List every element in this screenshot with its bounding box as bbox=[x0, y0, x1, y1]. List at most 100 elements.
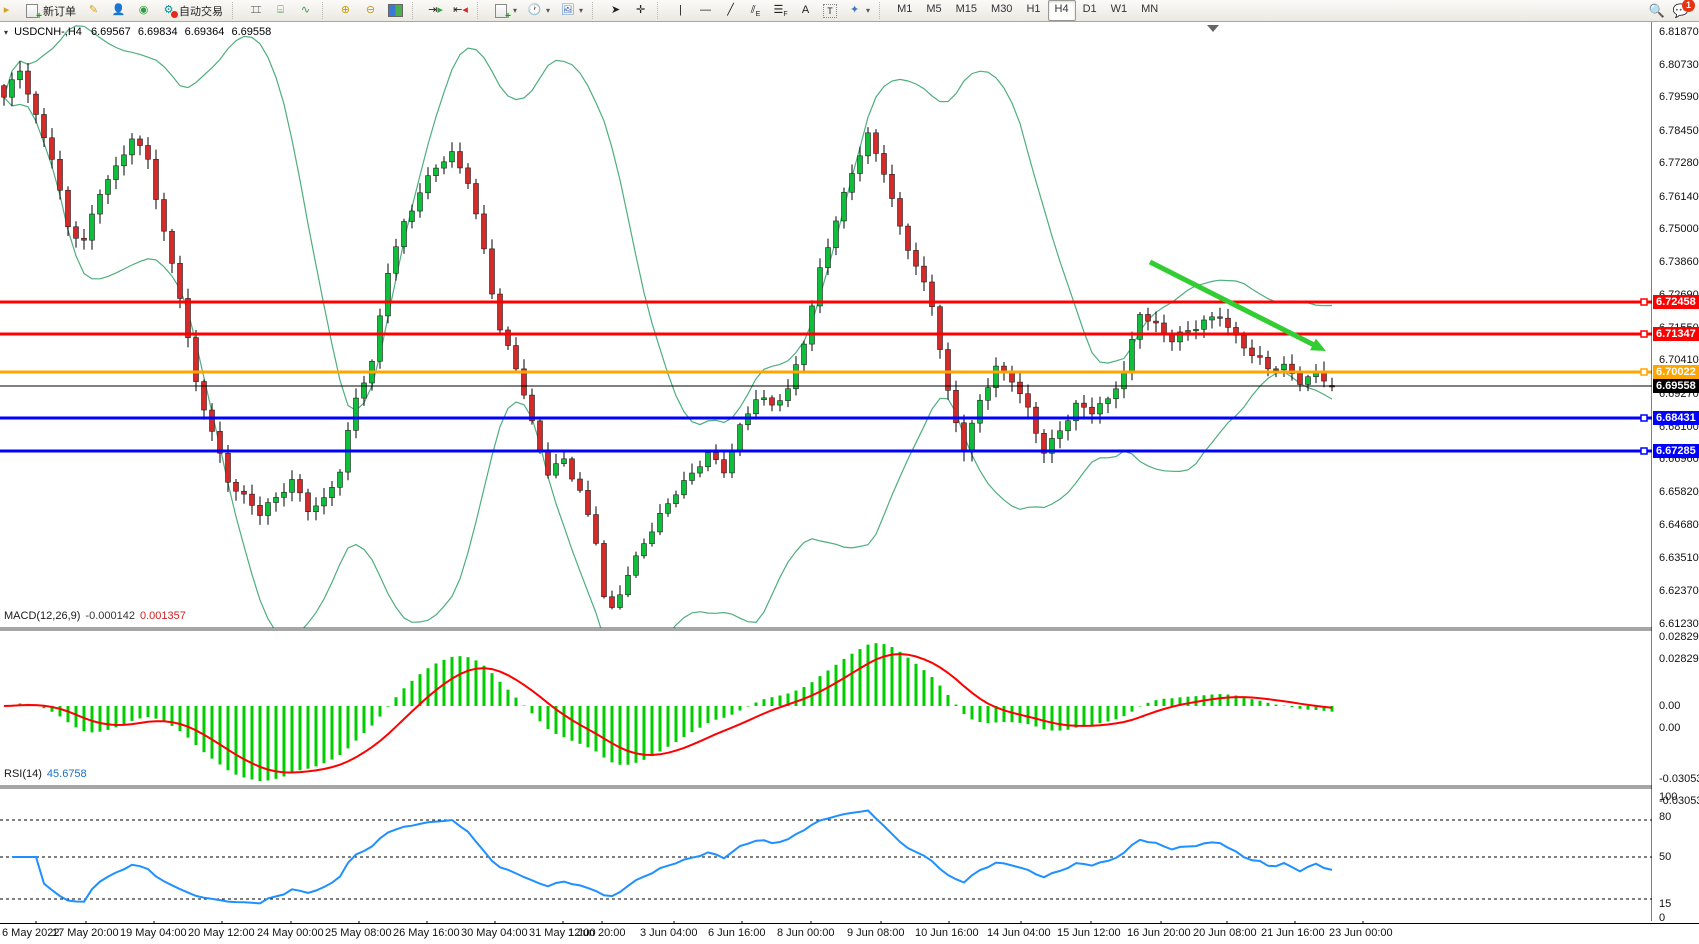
time-axis[interactable]: 6 May 2022 17 May 20:00 19 May 04:00 20 May… bbox=[0, 923, 1699, 944]
template-icon: 🖼 bbox=[560, 4, 575, 16]
zoom-out-button[interactable]: ⊖ bbox=[358, 1, 383, 21]
ohlc-low: 6.69364 bbox=[184, 26, 225, 38]
price-chart-canvas[interactable] bbox=[0, 22, 1699, 943]
timeframe-button-h4[interactable]: H4 bbox=[1047, 0, 1076, 21]
auto-scroll-icon: ⇥▸ bbox=[428, 4, 443, 16]
price-axis-label: 6.62370 bbox=[1659, 585, 1699, 597]
zoom-in-button[interactable]: ⊕ bbox=[333, 1, 358, 21]
text-label-icon: T bbox=[823, 3, 838, 18]
price-tag: 6.70022 bbox=[1653, 365, 1699, 379]
price-axis-label: 6.81870 bbox=[1659, 26, 1699, 38]
toolbar-separator bbox=[322, 2, 328, 19]
chart-shift-button[interactable]: ⇤◂ bbox=[448, 1, 473, 21]
chart-collapse-icon[interactable]: ▾ bbox=[4, 28, 9, 37]
price-axis[interactable]: 6.81870 6.80730 6.79590 6.78450 6.77280 6.761… bbox=[1652, 22, 1699, 924]
time-axis-label: 9 Jun 08:00 bbox=[847, 927, 905, 939]
macd-name: MACD(12,26,9) bbox=[4, 610, 81, 622]
timeframe-button-h1[interactable]: H1 bbox=[1026, 3, 1041, 15]
horizontal-line-button[interactable]: — bbox=[693, 1, 718, 21]
crosshair-button[interactable]: ✛ bbox=[628, 1, 653, 21]
tile-windows-button[interactable] bbox=[383, 1, 408, 21]
timeframe-button-m1[interactable]: M1 bbox=[897, 3, 913, 15]
price-axis-label: -0.030537 bbox=[1659, 795, 1699, 807]
time-axis-label: 21 Jun 16:00 bbox=[1261, 927, 1325, 939]
new-order-icon bbox=[26, 3, 42, 22]
chart-edge-button[interactable]: ▸ bbox=[2, 1, 19, 21]
auto-scroll-button[interactable]: ⇥▸ bbox=[423, 1, 448, 21]
fibonacci-button[interactable]: ☰F bbox=[768, 1, 793, 21]
bar-chart-button[interactable]: ⌶⌶ bbox=[243, 1, 268, 21]
candlestick-button[interactable]: ⌸ bbox=[268, 1, 293, 21]
time-axis-label: 6 May 2022 bbox=[2, 927, 60, 939]
price-axis-label: 6.63510 bbox=[1659, 552, 1699, 564]
timeframe-button-mn[interactable]: MN bbox=[1141, 3, 1159, 15]
globe-icon: ◉ bbox=[138, 4, 149, 16]
toolbar: ▸ 新订单 ✎ 👤 ◉ ⚙ 自动交易 ⌶⌶ ⌸ ∿ ⊕ ⊖ ⇥▸ bbox=[0, 0, 1699, 22]
time-axis-label: 10 Jun 16:00 bbox=[915, 927, 979, 939]
autotrading-button[interactable]: ⚙ 自动交易 bbox=[156, 1, 228, 21]
caret-down-icon: ▾ bbox=[866, 6, 871, 15]
timeframe-button-m15[interactable]: M15 bbox=[955, 3, 978, 15]
arrows-tool-icon: ✦ bbox=[849, 4, 860, 16]
cursor-button[interactable]: ➤ bbox=[603, 1, 628, 21]
market-button[interactable]: ◉ bbox=[131, 1, 156, 21]
time-axis-label: 1 Jun 20:00 bbox=[568, 927, 626, 939]
periods-button[interactable]: 🕐 ▾ bbox=[522, 1, 555, 21]
community-button[interactable]: 👤 bbox=[106, 1, 131, 21]
new-order-button[interactable]: 新订单 bbox=[19, 1, 81, 22]
text-button[interactable]: A bbox=[793, 1, 818, 21]
timeframe-button-d1[interactable]: D1 bbox=[1082, 3, 1097, 15]
chart-title: ▾ USDCNH-,H4 6.69567 6.69834 6.69364 6.6… bbox=[4, 26, 271, 38]
person-icon: 👤 bbox=[111, 4, 126, 16]
timeframe-button-w1[interactable]: W1 bbox=[1110, 3, 1128, 15]
price-axis-label: 6.79590 bbox=[1659, 91, 1699, 103]
text-label-button[interactable]: T bbox=[818, 1, 842, 21]
chart-area[interactable]: ▾ USDCNH-,H4 6.69567 6.69834 6.69364 6.6… bbox=[0, 22, 1699, 944]
zoom-group: ⊕ ⊖ bbox=[331, 0, 410, 21]
notifications-icon[interactable]: 💬 1 bbox=[1673, 0, 1695, 19]
timeframe-button-m5[interactable]: M5 bbox=[926, 3, 942, 15]
indicators-button[interactable]: ▾ bbox=[488, 1, 522, 22]
price-axis-label: 6.64680 bbox=[1659, 519, 1699, 531]
price-axis-label: 6.70410 bbox=[1659, 354, 1699, 366]
rsi-value: 45.6758 bbox=[46, 768, 87, 780]
ohlc-high: 6.69834 bbox=[137, 26, 178, 38]
search-icon[interactable]: 🔍 bbox=[1648, 2, 1665, 18]
toolbar-right-group: 🔍 💬 1 bbox=[1648, 0, 1699, 19]
toolbar-separator bbox=[232, 2, 238, 19]
rsi-axis-label: 50 bbox=[1659, 851, 1672, 863]
rsi-axis-label: 0 bbox=[1659, 912, 1666, 924]
vertical-line-icon: | bbox=[679, 4, 682, 16]
line-chart-button[interactable]: ∿ bbox=[293, 1, 318, 21]
channel-button[interactable]: ⫽E bbox=[743, 1, 768, 21]
price-axis-label: 0.02829 bbox=[1659, 653, 1699, 665]
templates-button[interactable]: 🖼 ▾ bbox=[555, 1, 588, 21]
rsi-axis-label: 80 bbox=[1659, 811, 1672, 823]
tile-windows-icon bbox=[388, 4, 403, 17]
vertical-line-button[interactable]: | bbox=[668, 1, 693, 21]
horizontal-line-icon: — bbox=[700, 4, 712, 16]
equidistant-channel-icon: ⫽E bbox=[750, 4, 761, 19]
time-axis-label: 31 May 12:00 bbox=[529, 927, 596, 939]
price-axis-label: 6.80730 bbox=[1659, 59, 1699, 71]
timeframe-button-m30[interactable]: M30 bbox=[991, 3, 1013, 15]
macd-axis-label: 0.02829 bbox=[1659, 631, 1699, 643]
indicator-group: ▾ 🕐▾ 🖼▾ bbox=[486, 0, 590, 22]
chart-type-group: ⌶⌶ ⌸ ∿ bbox=[241, 0, 320, 21]
price-axis-label: 6.75000 bbox=[1659, 223, 1699, 235]
toolbar-separator bbox=[657, 2, 663, 19]
toolbar-separator bbox=[477, 2, 483, 19]
bar-chart-icon: ⌶⌶ bbox=[250, 5, 262, 16]
rsi-axis-label: 15 bbox=[1659, 898, 1672, 910]
toolbar-standard-group: ▸ 新订单 ✎ 👤 ◉ ⚙ 自动交易 bbox=[0, 0, 230, 22]
trendline-button[interactable]: ╱ bbox=[718, 1, 743, 21]
metaeditor-button[interactable]: ✎ bbox=[81, 1, 106, 21]
price-tag: 6.68431 bbox=[1653, 411, 1699, 425]
price-tag: 6.72458 bbox=[1653, 295, 1699, 309]
caret-down-icon: ▾ bbox=[546, 6, 551, 15]
macd-axis-label: 0.00 bbox=[1659, 700, 1681, 712]
crosshair-icon: ✛ bbox=[635, 4, 646, 16]
time-axis-label: 25 May 08:00 bbox=[325, 927, 392, 939]
arrows-button[interactable]: ✦ ▾ bbox=[842, 1, 875, 21]
time-axis-label: 14 Jun 04:00 bbox=[987, 927, 1051, 939]
